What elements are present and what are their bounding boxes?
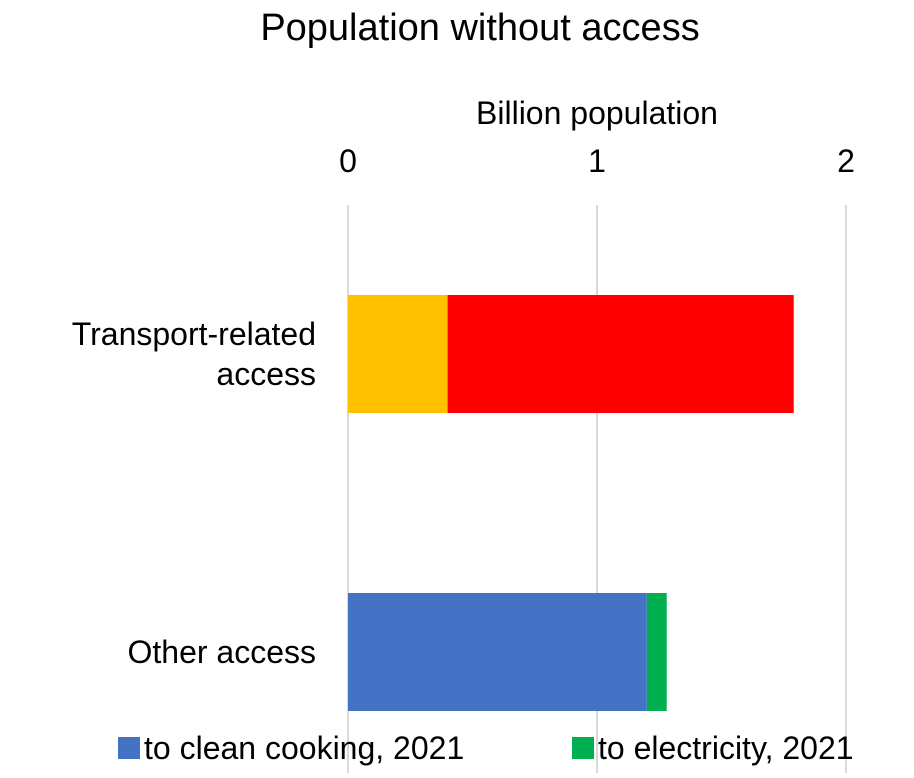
bars xyxy=(348,295,794,711)
category-label-line: access xyxy=(216,356,316,392)
legend-label: to electricity, 2021 xyxy=(598,730,854,766)
category-label-line: Other access xyxy=(127,634,316,670)
bar-segment xyxy=(447,295,794,413)
category-labels: Transport-related access Other access xyxy=(72,316,316,670)
x-tick-label: 2 xyxy=(837,143,855,179)
chart-title: Population without access xyxy=(260,7,699,49)
legend: to clean cooking, 2021 to electricity, 20… xyxy=(118,730,854,766)
category-label: Other access xyxy=(127,634,316,670)
x-tick-labels: 0 1 2 xyxy=(339,143,855,179)
bar-segment xyxy=(646,593,667,711)
category-label-line: Transport-related xyxy=(72,316,316,352)
bar-segment xyxy=(348,295,448,413)
x-axis-label: Billion population xyxy=(476,95,718,131)
legend-swatch xyxy=(572,737,594,759)
category-label: Transport-related access xyxy=(72,316,316,392)
x-tick-label: 1 xyxy=(588,143,606,179)
legend-label: to clean cooking, 2021 xyxy=(144,730,464,766)
x-tick-label: 0 xyxy=(339,143,357,179)
bar-segment xyxy=(348,593,647,711)
legend-swatch xyxy=(118,737,140,759)
